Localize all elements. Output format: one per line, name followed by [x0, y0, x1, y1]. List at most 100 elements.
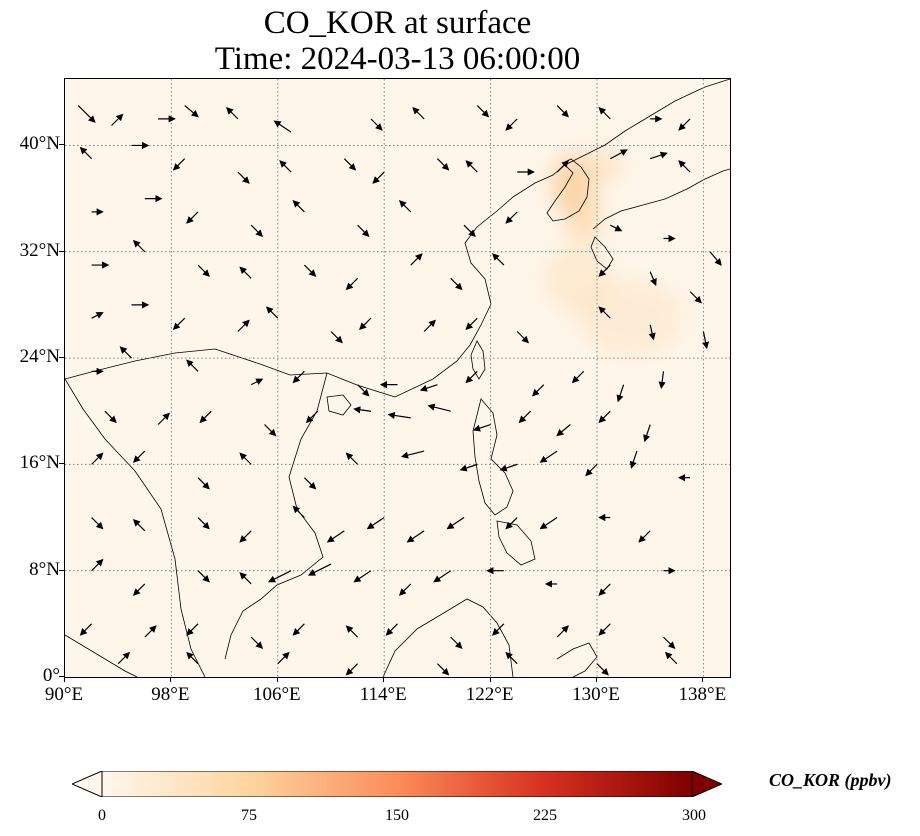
lat-tick-label: 32°N	[19, 239, 60, 261]
wind-arrow	[265, 306, 279, 319]
wind-arrow	[292, 370, 305, 384]
lon-tick-mark	[383, 677, 385, 682]
wind-arrow	[250, 224, 264, 238]
wind-arrow	[410, 253, 423, 266]
wind-arrow	[353, 570, 372, 583]
wind-arrow	[446, 517, 465, 530]
wind-arrow	[345, 663, 359, 676]
plot-title-line2: Time: 2024-03-13 06:00:00	[214, 41, 581, 77]
lon-tick-label: 122°E	[465, 684, 514, 705]
wind-vectors	[77, 105, 722, 676]
wind-arrow	[370, 118, 383, 131]
gridlines	[65, 79, 730, 677]
wind-arrow	[505, 517, 518, 530]
wind-arrow	[709, 251, 722, 266]
wind-arrow	[330, 331, 343, 344]
wind-arrow	[132, 450, 146, 463]
wind-arrow	[648, 324, 656, 341]
wind-arrow	[505, 651, 518, 665]
wind-arrow	[689, 291, 702, 304]
wind-arrow	[250, 636, 264, 649]
lat-tick-mark	[59, 463, 64, 465]
wind-arrow	[345, 625, 359, 638]
lat-tick-mark	[59, 676, 64, 677]
wind-arrow	[239, 452, 252, 465]
lat-tick-label: 40°N	[19, 133, 60, 155]
colorbar-min-extend	[72, 771, 103, 797]
wind-arrow	[433, 570, 452, 583]
wind-arrow	[345, 452, 359, 465]
wind-arrow	[412, 107, 425, 120]
wind-arrow	[385, 623, 398, 636]
wind-arrow	[531, 384, 545, 397]
wind-arrow	[199, 410, 212, 424]
wind-arrow	[237, 319, 250, 332]
wind-arrow	[326, 530, 345, 543]
wind-arrow	[79, 623, 93, 636]
wind-arrow	[343, 158, 357, 171]
wind-arrow	[357, 224, 370, 238]
wind-arrow	[144, 625, 157, 638]
plot-title-line1: CO_KOR at surface	[263, 5, 532, 41]
wind-arrow	[516, 331, 530, 344]
lat-tick-mark	[59, 250, 64, 252]
wind-arrow	[539, 450, 558, 463]
colorbar-gradient	[101, 771, 693, 797]
wind-arrow	[585, 463, 598, 477]
wind-arrow	[303, 477, 317, 490]
wind-arrow	[91, 452, 104, 465]
wind-arrow	[239, 572, 252, 585]
wind-arrow	[663, 636, 676, 649]
wind-arrow	[132, 239, 146, 253]
wind-arrow	[197, 570, 210, 583]
wind-arrow	[571, 370, 585, 384]
lat-tick-label: 16°N	[19, 452, 60, 474]
map-canvas	[65, 79, 730, 677]
wind-arrow	[353, 406, 371, 414]
wind-arrow	[419, 384, 438, 392]
wind-arrow	[239, 266, 252, 279]
wind-arrow	[119, 346, 132, 359]
wind-arrow	[505, 211, 518, 224]
wind-arrow	[465, 317, 478, 331]
wind-arrow	[91, 312, 104, 319]
wind-arrow	[372, 171, 385, 184]
lon-tick-mark	[702, 677, 704, 682]
lat-tick-label: 24°N	[19, 346, 60, 368]
wind-arrow	[237, 171, 250, 184]
wind-arrow	[650, 151, 668, 160]
lat-tick-label: 0°	[42, 665, 60, 686]
wind-arrow	[649, 271, 657, 286]
colorbar-tick-75: 75	[241, 807, 257, 824]
wind-arrow	[264, 424, 277, 437]
wind-arrow	[91, 517, 104, 530]
wind-arrow	[598, 264, 611, 277]
wind-arrow	[303, 264, 317, 277]
plume-blob	[577, 278, 684, 359]
lon-tick-label: 106°E	[252, 684, 301, 705]
wind-arrow	[91, 558, 104, 572]
lon-tick-mark	[596, 677, 597, 682]
wind-arrow	[184, 105, 199, 118]
wind-arrow	[398, 583, 412, 596]
wind-arrow	[450, 636, 463, 649]
wind-arrow	[277, 651, 290, 665]
wind-arrow	[239, 530, 252, 543]
wind-arrow	[556, 105, 569, 118]
wind-arrow	[357, 384, 370, 397]
colorbar-tick-300: 300	[682, 807, 706, 824]
wind-arrow	[186, 651, 199, 665]
lon-tick-mark	[489, 677, 491, 682]
concentration-plume	[543, 145, 684, 359]
wind-arrow	[197, 477, 210, 490]
wind-arrow	[172, 317, 186, 331]
wind-arrow	[598, 410, 611, 424]
wind-arrow	[450, 277, 463, 291]
wind-arrow	[132, 518, 146, 532]
plume-blob	[565, 191, 603, 246]
colorbar-max-extend	[691, 771, 722, 797]
wind-arrow	[638, 530, 651, 543]
wind-arrow	[598, 583, 611, 596]
wind-arrow	[186, 359, 199, 372]
wind-arrow	[459, 463, 478, 472]
